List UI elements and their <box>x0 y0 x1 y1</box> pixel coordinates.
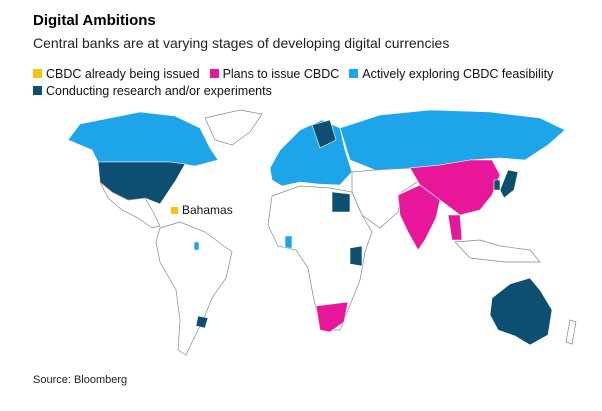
region <box>339 109 566 171</box>
source: Source: Bloomberg <box>33 374 128 386</box>
legend-label: Actively exploring CBDC feasibility <box>362 67 554 81</box>
region <box>284 235 293 249</box>
region <box>499 169 519 199</box>
region <box>269 119 353 187</box>
land <box>454 239 541 263</box>
bahamas-marker <box>171 207 178 214</box>
land <box>204 109 263 146</box>
land <box>267 185 373 331</box>
legend-item: Plans to issue CBDC <box>209 66 340 83</box>
region <box>397 184 441 251</box>
region <box>195 315 209 329</box>
land <box>155 221 233 356</box>
legend-swatch <box>209 69 219 78</box>
region <box>193 241 200 251</box>
region <box>67 111 219 167</box>
legend: CBDC already being issued Plans to issue … <box>33 66 593 100</box>
subtitle: Central banks are at varying stages of d… <box>33 35 450 51</box>
legend-swatch <box>349 69 359 78</box>
legend-label: Plans to issue CBDC <box>222 67 340 81</box>
region <box>311 119 337 149</box>
legend-item: CBDC already being issued <box>33 66 200 83</box>
region <box>349 245 363 267</box>
region <box>331 191 351 213</box>
legend-swatch <box>33 69 42 78</box>
legend-item: Conducting research and/or experiments <box>33 83 272 100</box>
region <box>493 179 501 191</box>
region <box>489 277 553 346</box>
land <box>99 181 161 229</box>
region <box>315 301 349 333</box>
legend-swatch <box>33 86 42 95</box>
land <box>565 319 577 345</box>
region <box>447 214 463 241</box>
title: Digital Ambitions <box>33 12 156 29</box>
legend-item: Actively exploring CBDC feasibility <box>349 66 553 83</box>
legend-label: Conducting research and/or experiments <box>46 84 272 98</box>
annotation: Bahamas <box>182 203 233 217</box>
legend-label: CBDC already being issued <box>46 67 200 81</box>
